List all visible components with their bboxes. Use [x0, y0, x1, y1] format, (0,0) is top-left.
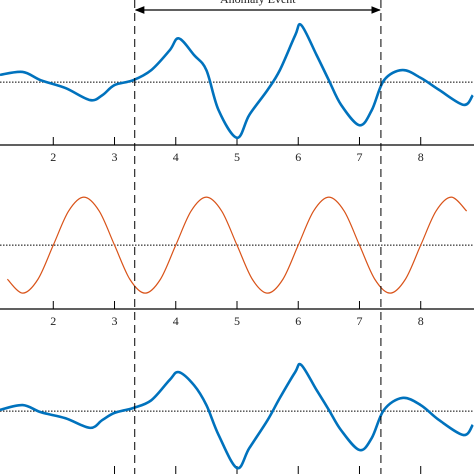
x-tick-label: 5: [234, 314, 240, 328]
signal-line: [6, 196, 468, 294]
x-tick-label: 7: [356, 314, 362, 328]
x-tick-label: 7: [356, 150, 362, 164]
signal-line: [0, 23, 474, 140]
x-tick-label: 4: [173, 314, 179, 328]
x-tick-label: 2: [50, 314, 56, 328]
x-tick-label: 3: [112, 314, 118, 328]
x-tick-label: 5: [234, 150, 240, 164]
x-tick-label: 4: [173, 150, 179, 164]
anomaly-label: Anomaly Event: [220, 0, 296, 6]
x-tick-label: 6: [295, 314, 301, 328]
x-tick-label: 2: [50, 150, 56, 164]
x-tick-label: 8: [418, 150, 424, 164]
x-tick-label: 6: [295, 150, 301, 164]
x-tick-label: 3: [112, 150, 118, 164]
x-tick-label: 8: [418, 314, 424, 328]
signal-line: [0, 362, 474, 470]
